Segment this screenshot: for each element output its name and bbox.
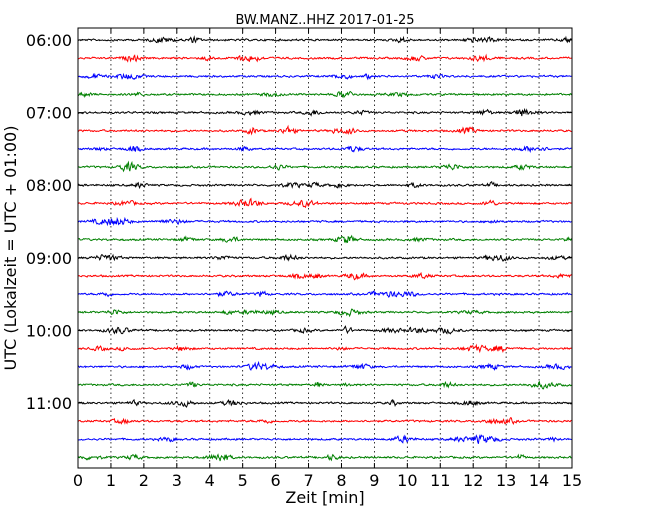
x-tick-label: 5 [238,471,248,490]
trace-line [77,53,572,63]
y-axis: 06:00 07:00 08:00 09:00 10:00 11:00 [26,31,572,413]
trace-line [77,434,572,444]
y-tick-label: 11:00 [26,394,72,413]
trace-line [77,107,572,117]
x-tick-label: 13 [496,471,516,490]
trace-line [77,181,572,190]
trace-line [77,417,572,425]
trace-line [77,453,572,462]
trace-line [77,197,572,209]
trace-line [77,325,572,335]
x-tick-label: 9 [369,471,379,490]
trace-line [77,216,572,227]
trace-line [77,145,572,153]
x-axis: 0 1 2 3 4 5 6 7 8 9 10 11 12 13 14 15 [73,28,582,490]
trace-line [77,380,572,390]
trace-line [77,160,572,173]
y-axis-label: UTC (Lokalzeit = UTC + 01:00) [1,126,20,371]
vertical-grid [110,28,540,468]
y-tick-label: 10:00 [26,321,72,340]
trace-group [77,35,572,462]
y-tick-label: 06:00 [26,31,72,50]
x-tick-label: 14 [529,471,549,490]
x-tick-label: 12 [463,471,483,490]
trace-line [77,90,572,99]
y-tick-label: 08:00 [26,176,72,195]
trace-line [77,290,572,299]
x-tick-label: 11 [430,471,450,490]
x-tick-label: 15 [562,471,582,490]
x-tick-label: 10 [397,471,417,490]
x-axis-label: Zeit [min] [285,488,364,507]
trace-line [77,271,572,281]
chart-title: BW.MANZ..HHZ 2017-01-25 [235,13,414,28]
trace-line [77,124,572,136]
trace-line [77,308,572,318]
x-tick-label: 3 [172,471,182,490]
trace-line [77,398,572,408]
x-tick-label: 7 [303,471,313,490]
y-tick-label: 09:00 [26,249,72,268]
plot-frame [77,27,573,469]
x-tick-label: 0 [73,471,83,490]
y-tick-label: 07:00 [26,104,72,123]
trace-line [77,343,572,354]
trace-line [77,234,572,244]
x-tick-label: 2 [139,471,149,490]
x-tick-label: 6 [271,471,281,490]
x-tick-label: 8 [336,471,346,490]
trace-line [77,253,572,262]
x-tick-label: 1 [106,471,116,490]
trace-line [77,360,572,371]
trace-line [77,72,572,81]
trace-line [77,35,572,44]
x-tick-label: 4 [205,471,215,490]
